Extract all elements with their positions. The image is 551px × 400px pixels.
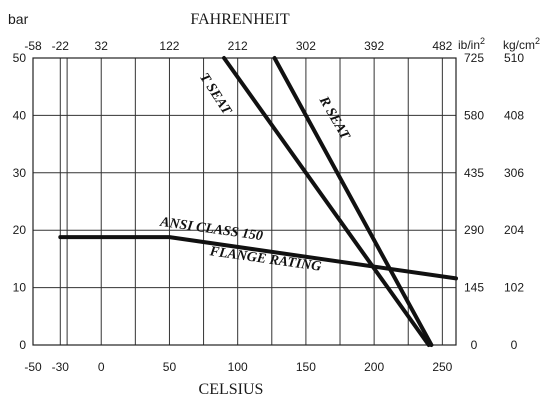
psi-tick-label: 290 <box>464 223 484 237</box>
fahrenheit-tick-label: -58 <box>24 39 42 53</box>
t-seat-label: T SEAT <box>196 71 235 119</box>
x-tick-label: -30 <box>52 360 70 374</box>
psi-tick-label: 145 <box>464 281 484 295</box>
y-tick-label: 40 <box>13 108 27 122</box>
x-tick-label: -50 <box>24 360 42 374</box>
kgcm2-tick-label: 102 <box>504 281 524 295</box>
x-tick-label: 0 <box>98 360 105 374</box>
fahrenheit-tick-label: 32 <box>95 39 109 53</box>
x-tick-labels: -50 -30 0 50 100 150 200 250 <box>24 360 452 374</box>
kgcm2-tick-label: 510 <box>504 51 524 65</box>
psi-axis-label: ib/in2 <box>458 36 485 52</box>
fahrenheit-tick-label: -22 <box>52 39 70 53</box>
r-seat-line <box>272 56 434 347</box>
x-tick-label: 150 <box>296 360 316 374</box>
t-seat-line <box>222 56 431 347</box>
y-axis-label: bar <box>8 11 29 27</box>
psi-tick-label: 725 <box>464 51 484 65</box>
r-seat-label: R SEAT <box>315 93 353 143</box>
series-group <box>58 56 458 347</box>
kgcm2-tick-label: 408 <box>504 108 524 122</box>
chart-title: FAHRENHEIT <box>190 11 289 28</box>
psi-tick-label: 435 <box>464 166 484 180</box>
kgcm2-tick-label: 204 <box>504 223 524 237</box>
fahrenheit-tick-label: 302 <box>296 39 316 53</box>
kgcm2-tick-label: 306 <box>504 166 524 180</box>
y-tick-label: 30 <box>13 166 27 180</box>
x-tick-label: 100 <box>228 360 248 374</box>
psi-tick-label: 580 <box>464 108 484 122</box>
fahrenheit-tick-labels: -58 -22 32 122 212 302 392 482 <box>24 39 452 53</box>
grid-lines <box>33 57 456 346</box>
kgcm2-tick-labels: 0 102 204 306 408 510 <box>504 51 524 352</box>
x-tick-label: 200 <box>364 360 384 374</box>
kgcm2-tick-label: 0 <box>511 338 518 352</box>
plot-frame <box>32 57 457 346</box>
kgcm2-axis-label: kg/cm2 <box>503 36 540 52</box>
y-tick-label: 50 <box>13 51 27 65</box>
flange-rating-line <box>58 235 458 281</box>
fahrenheit-tick-label: 212 <box>228 39 248 53</box>
x-tick-label: 50 <box>163 360 177 374</box>
flange-label-line-2: FLANGE RATING <box>208 244 322 275</box>
y-tick-label: 20 <box>13 223 27 237</box>
y-tick-labels: 0 10 20 30 40 50 <box>13 51 27 352</box>
y-tick-label: 10 <box>13 281 27 295</box>
x-axis-label: CELSIUS <box>199 381 264 398</box>
psi-tick-label: 0 <box>471 338 478 352</box>
psi-tick-labels: 0 145 290 435 580 725 <box>464 51 484 352</box>
y-tick-label: 0 <box>19 338 26 352</box>
fahrenheit-tick-label: 482 <box>432 39 452 53</box>
fahrenheit-tick-label: 122 <box>159 39 179 53</box>
fahrenheit-tick-label: 392 <box>364 39 384 53</box>
x-tick-label: 250 <box>432 360 452 374</box>
